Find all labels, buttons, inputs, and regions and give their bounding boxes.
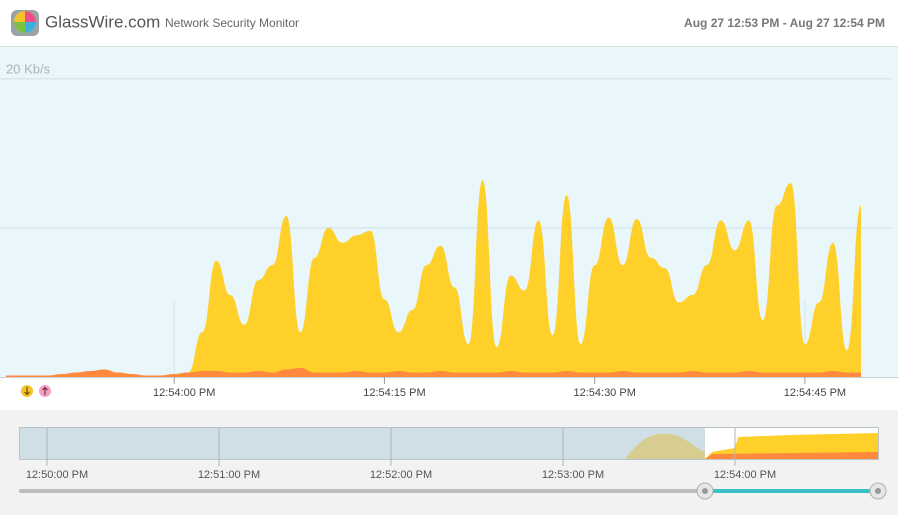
timeline-labels: 12:50:00 PM 12:51:00 PM 12:52:00 PM 12:53:0… xyxy=(26,428,776,481)
area-series xyxy=(6,180,861,377)
slider-handle-dot xyxy=(875,488,881,494)
slider-range xyxy=(705,489,878,493)
timeline-download xyxy=(705,433,878,459)
timeline-panel xyxy=(0,410,898,515)
slider-track xyxy=(19,489,705,493)
timeline-activity xyxy=(625,433,705,459)
x-tick-label: 12:54:30 PM xyxy=(573,387,635,399)
x-tick-label: 12:54:00 PM xyxy=(153,387,215,399)
header-bar xyxy=(0,0,898,46)
legend-icons xyxy=(21,385,51,397)
area-series xyxy=(6,368,861,377)
time-range[interactable]: Aug 27 12:53 PM - Aug 27 12:54 PM xyxy=(684,16,885,30)
timeline-label: 12:53:00 PM xyxy=(542,469,604,481)
logo-icon xyxy=(11,10,39,36)
x-tick-label: 12:54:45 PM xyxy=(784,387,846,399)
timeline-label: 12:54:00 PM xyxy=(714,469,776,481)
timeline-label: 12:50:00 PM xyxy=(26,469,88,481)
timeline-upload xyxy=(705,452,878,459)
y-tick-label: 20 Kb/s xyxy=(6,61,51,76)
plot: 20 Kb/s xyxy=(0,61,892,377)
logo-text[interactable]: GlassWire.com xyxy=(45,12,160,31)
x-tick-label: 12:54:15 PM xyxy=(363,387,425,399)
timeline-label: 12:51:00 PM xyxy=(198,469,260,481)
timeline-label: 12:52:00 PM xyxy=(370,469,432,481)
slider-handle-dot xyxy=(702,488,708,494)
subtitle: Network Security Monitor xyxy=(165,16,299,30)
